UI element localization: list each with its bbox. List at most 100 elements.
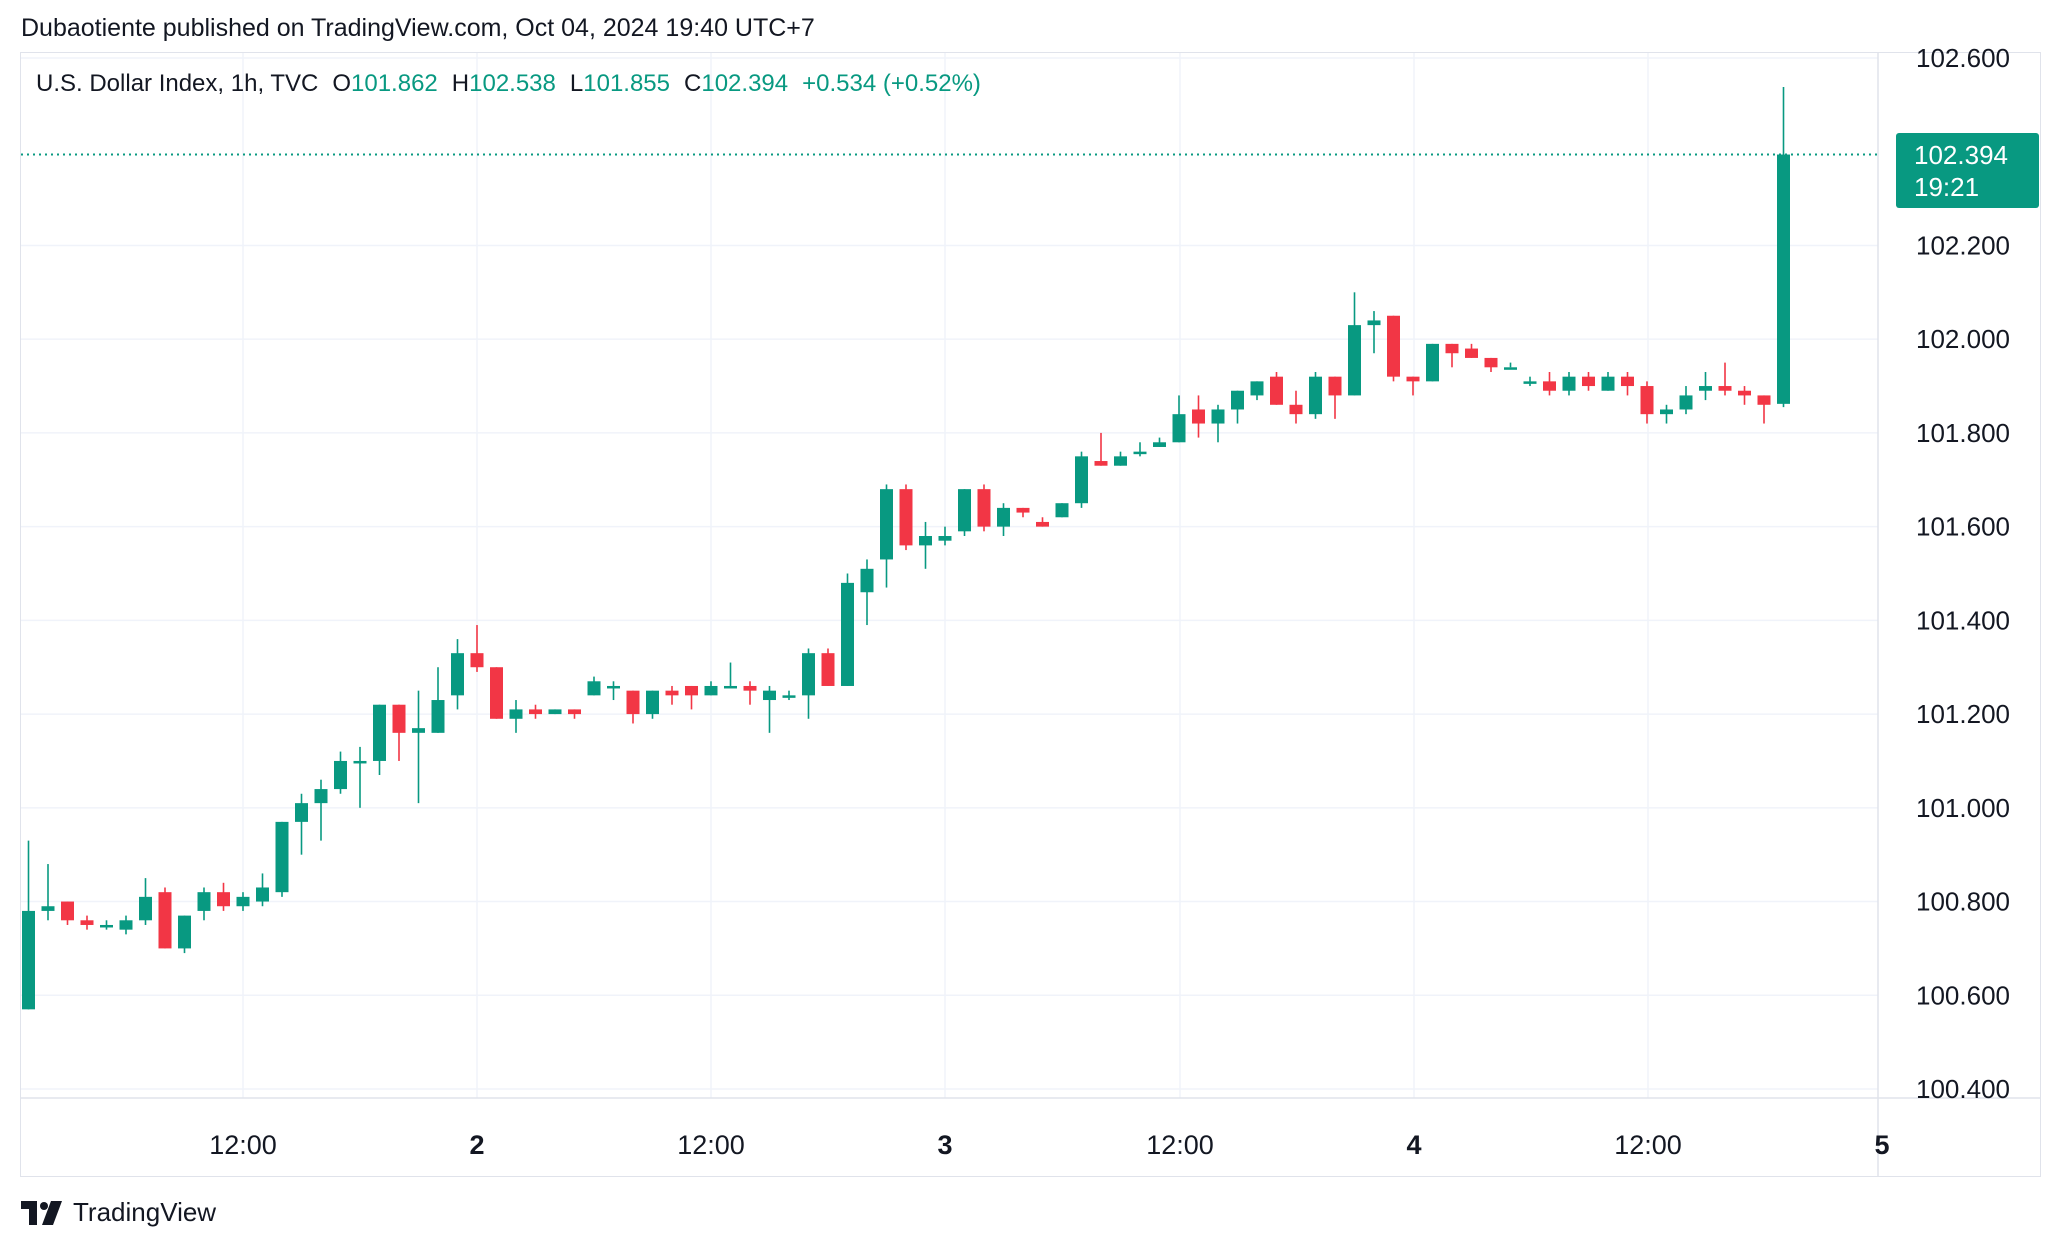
candle[interactable] xyxy=(802,648,815,719)
candle[interactable] xyxy=(1094,432,1108,466)
candle[interactable] xyxy=(1445,343,1459,368)
candle[interactable] xyxy=(782,690,796,701)
candle[interactable] xyxy=(1036,517,1049,527)
candle-body xyxy=(646,690,659,715)
candle[interactable] xyxy=(1231,390,1244,424)
candle[interactable] xyxy=(529,704,542,719)
candle[interactable] xyxy=(119,915,133,935)
candle[interactable] xyxy=(61,901,74,925)
candle[interactable] xyxy=(1562,371,1576,396)
candle[interactable] xyxy=(1211,404,1225,443)
candle[interactable] xyxy=(724,662,737,689)
candle[interactable] xyxy=(568,709,581,719)
candle[interactable] xyxy=(1718,362,1732,396)
symbol-name[interactable]: U.S. Dollar Index, 1h, TVC xyxy=(36,70,319,97)
candle[interactable] xyxy=(1601,371,1615,391)
candle[interactable] xyxy=(1426,343,1439,382)
candle[interactable] xyxy=(178,915,191,954)
candle[interactable] xyxy=(821,648,835,686)
candle-body xyxy=(1270,376,1283,405)
candle[interactable] xyxy=(334,751,347,794)
candle[interactable] xyxy=(646,690,659,719)
candle[interactable] xyxy=(158,887,172,949)
candle-body xyxy=(178,915,191,949)
candle[interactable] xyxy=(412,690,425,804)
candle[interactable] xyxy=(1543,371,1556,396)
candle[interactable] xyxy=(41,864,55,921)
candle[interactable] xyxy=(100,920,113,930)
candle[interactable] xyxy=(1406,376,1420,396)
candle[interactable] xyxy=(1016,507,1030,518)
candle[interactable] xyxy=(763,685,776,733)
candle[interactable] xyxy=(490,667,503,719)
candle[interactable] xyxy=(1289,390,1303,424)
candle[interactable] xyxy=(256,873,269,907)
candle[interactable] xyxy=(1738,386,1751,405)
candle[interactable] xyxy=(704,681,718,696)
candle[interactable] xyxy=(587,676,601,696)
candle[interactable] xyxy=(1757,395,1771,424)
candle[interactable] xyxy=(1367,311,1381,354)
candle[interactable] xyxy=(685,685,698,710)
candle[interactable] xyxy=(1679,386,1693,415)
candle[interactable] xyxy=(899,484,913,551)
candle[interactable] xyxy=(1309,371,1322,419)
candle[interactable] xyxy=(431,667,445,733)
candle[interactable] xyxy=(1523,376,1537,387)
candle[interactable] xyxy=(1465,343,1478,358)
candle[interactable] xyxy=(1172,395,1186,443)
candle[interactable] xyxy=(1582,371,1595,391)
candle[interactable] xyxy=(139,878,152,925)
candle[interactable] xyxy=(22,840,35,1010)
candle[interactable] xyxy=(1777,87,1790,408)
candle[interactable] xyxy=(1133,442,1147,457)
candle[interactable] xyxy=(509,700,523,733)
candle[interactable] xyxy=(1328,376,1342,419)
candle[interactable] xyxy=(1250,381,1264,401)
candle[interactable] xyxy=(977,484,991,532)
candles[interactable] xyxy=(22,87,1790,1010)
candle[interactable] xyxy=(295,793,308,855)
candle[interactable] xyxy=(1055,503,1069,518)
candle[interactable] xyxy=(626,690,640,724)
candle[interactable] xyxy=(392,704,406,761)
tradingview-logo[interactable]: TradingView xyxy=(21,1197,216,1228)
candle[interactable] xyxy=(197,887,211,921)
candle[interactable] xyxy=(607,681,620,701)
candle[interactable] xyxy=(841,573,854,686)
candle[interactable] xyxy=(373,704,386,776)
candle[interactable] xyxy=(1114,451,1127,466)
candle[interactable] xyxy=(1640,381,1654,424)
candle[interactable] xyxy=(1153,437,1166,447)
candle[interactable] xyxy=(665,685,679,705)
candle[interactable] xyxy=(1075,451,1088,508)
candle[interactable] xyxy=(80,915,94,930)
candle[interactable] xyxy=(997,503,1010,537)
candle[interactable] xyxy=(451,639,464,710)
candle[interactable] xyxy=(1387,315,1400,382)
candle[interactable] xyxy=(1504,362,1517,370)
candle[interactable] xyxy=(743,681,757,705)
candle[interactable] xyxy=(275,821,289,897)
candle[interactable] xyxy=(470,625,484,672)
candle[interactable] xyxy=(353,746,367,808)
candle[interactable] xyxy=(919,521,932,569)
candle[interactable] xyxy=(1192,395,1205,438)
candle[interactable] xyxy=(1660,404,1673,424)
ohlc-legend[interactable]: U.S. Dollar Index, 1h, TVC O101.862 H102.5… xyxy=(36,70,981,98)
candle[interactable] xyxy=(880,484,893,588)
candle-body xyxy=(724,685,737,689)
candle[interactable] xyxy=(1621,371,1634,396)
candle[interactable] xyxy=(217,882,230,911)
candle[interactable] xyxy=(1699,371,1712,401)
candle[interactable] xyxy=(1348,292,1361,396)
candle[interactable] xyxy=(938,526,952,546)
candle[interactable] xyxy=(958,489,971,537)
candle[interactable] xyxy=(548,709,562,715)
candle[interactable] xyxy=(1270,371,1283,405)
candle[interactable] xyxy=(1484,357,1498,372)
candle[interactable] xyxy=(860,559,874,626)
candle[interactable] xyxy=(314,779,328,841)
candle[interactable] xyxy=(236,892,250,911)
